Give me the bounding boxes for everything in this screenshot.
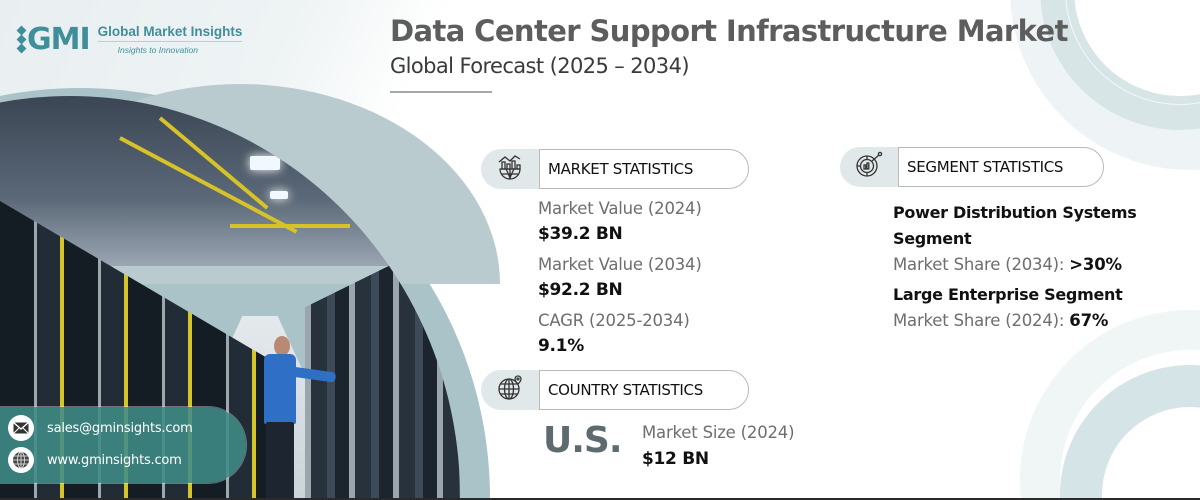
segment-2-share-label: Market Share (2024): [893, 311, 1065, 330]
segment-1-share-value: >30% [1069, 255, 1122, 274]
ceiling [0, 96, 460, 266]
contact-email[interactable]: sales@gminsights.com [47, 420, 193, 436]
country-statistics-header: COUNTRY STATISTICS [481, 369, 749, 411]
stat-label-cagr: CAGR (2025-2034) [538, 311, 690, 330]
globe-pin-icon [496, 374, 524, 406]
logo-mark: GMI [16, 22, 91, 57]
segment-statistics-icon-wrap [840, 147, 906, 187]
bottom-border [0, 498, 1200, 500]
pie-target-icon [855, 151, 883, 183]
brand-tagline: Insights to Innovation [117, 45, 198, 55]
title-divider [390, 91, 492, 93]
segment-statistics-heading: SEGMENT STATISTICS [898, 147, 1104, 187]
market-statistics-header: MARKET STATISTICS [481, 148, 749, 190]
contact-website[interactable]: www.gminsights.com [47, 452, 182, 468]
chart-globe-icon [496, 153, 524, 185]
contact-email-row[interactable]: sales@gminsights.com [8, 415, 193, 441]
stat-value-cagr: 9.1% [538, 336, 584, 356]
market-statistics-icon-wrap [481, 149, 547, 189]
page-subtitle: Global Forecast (2025 – 2034) [390, 54, 690, 78]
contact-website-row[interactable]: www.gminsights.com [8, 447, 182, 473]
logo-mark-text: GMI [27, 22, 91, 57]
ceiling-light [270, 191, 288, 199]
country-market-size-value: $12 BN [642, 449, 709, 469]
country-statistics-heading: COUNTRY STATISTICS [539, 370, 749, 410]
stat-value-market-value-2034: $92.2 BN [538, 280, 623, 300]
cable-tray [230, 224, 350, 228]
technician-torso [264, 354, 296, 424]
stat-label-market-value-2034: Market Value (2034) [538, 255, 702, 274]
contact-panel: sales@gminsights.com www.gminsights.com [0, 407, 246, 483]
globe-icon [8, 447, 34, 473]
technician [262, 336, 337, 500]
technician-legs [266, 422, 294, 500]
brand-name: Global Market Insights [97, 24, 243, 42]
country-code: U.S. [543, 420, 623, 461]
logo-diamonds-icon [16, 25, 27, 54]
envelope-icon [8, 415, 34, 441]
stat-value-market-value-2024: $39.2 BN [538, 224, 623, 244]
stat-label-market-value-2024: Market Value (2024) [538, 199, 702, 218]
gmi-logo: GMI Global Market Insights Insights to I… [16, 22, 243, 57]
server-racks-right [305, 226, 460, 500]
segment-1-share-label: Market Share (2034): [893, 255, 1065, 274]
segment-1-title-line1: Power Distribution Systems [893, 203, 1137, 222]
segment-statistics-header: SEGMENT STATISTICS [840, 146, 1104, 188]
segment-1-title-line2: Segment [893, 229, 972, 248]
country-market-size-label: Market Size (2024) [642, 423, 795, 442]
ceiling-light [250, 156, 280, 170]
market-statistics-heading: MARKET STATISTICS [539, 149, 749, 189]
segment-2-title: Large Enterprise Segment [893, 285, 1123, 304]
country-statistics-icon-wrap [481, 370, 547, 410]
segment-2-share: Market Share (2024): 67% [893, 311, 1108, 330]
technician-head [274, 336, 290, 356]
segment-2-share-value: 67% [1069, 311, 1109, 330]
logo-text: Global Market Insights Insights to Innov… [97, 24, 243, 55]
page-title: Data Center Support Infrastructure Marke… [390, 14, 1068, 48]
segment-1-share: Market Share (2034): >30% [893, 255, 1122, 274]
